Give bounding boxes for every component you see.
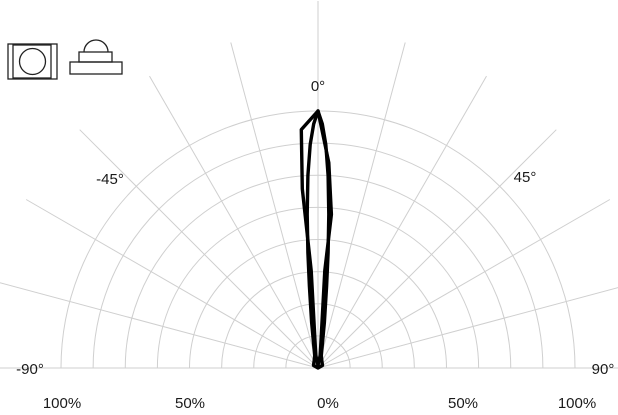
intensity-curve-1: [299, 109, 334, 368]
grid-ray-minus-30: [149, 75, 319, 369]
intensity-curve-0: [305, 109, 331, 370]
radial-tick-label-left-50: 50%: [175, 395, 205, 412]
grid-ray-minus-15: [230, 42, 319, 369]
grid-ray-30: [317, 75, 487, 369]
angle-label-90: 90°: [592, 361, 615, 378]
radial-tick-label-center-0: 0%: [317, 395, 339, 412]
angle-label-0: 0°: [311, 78, 325, 95]
grid-ray-minus-75: [0, 282, 319, 369]
radial-tick-label-right-50: 50%: [448, 395, 478, 412]
grid-ray-minus-45: [79, 129, 319, 369]
grid-ray-75: [317, 287, 618, 369]
curve-layer: [299, 109, 334, 370]
led-side-view-icon: [69, 39, 123, 75]
angle-label-45: 45°: [514, 169, 537, 186]
angle-label-minus-90: -90°: [16, 361, 44, 378]
grid-ray-60: [317, 199, 611, 369]
grid-ray-15: [317, 42, 406, 369]
grid-layer: [0, 1, 618, 369]
grid-ray-45: [317, 129, 557, 369]
grid-ray-minus-60: [25, 199, 319, 369]
angle-label-minus-45: -45°: [96, 171, 124, 188]
radial-tick-label-right-100: 100%: [558, 395, 596, 412]
label-layer: 0° -45° 45° -90° 90° 100% 50% 0% 50% 100…: [16, 78, 614, 412]
led-top-view-icon: [7, 43, 58, 80]
radial-tick-label-left-100: 100%: [43, 395, 81, 412]
